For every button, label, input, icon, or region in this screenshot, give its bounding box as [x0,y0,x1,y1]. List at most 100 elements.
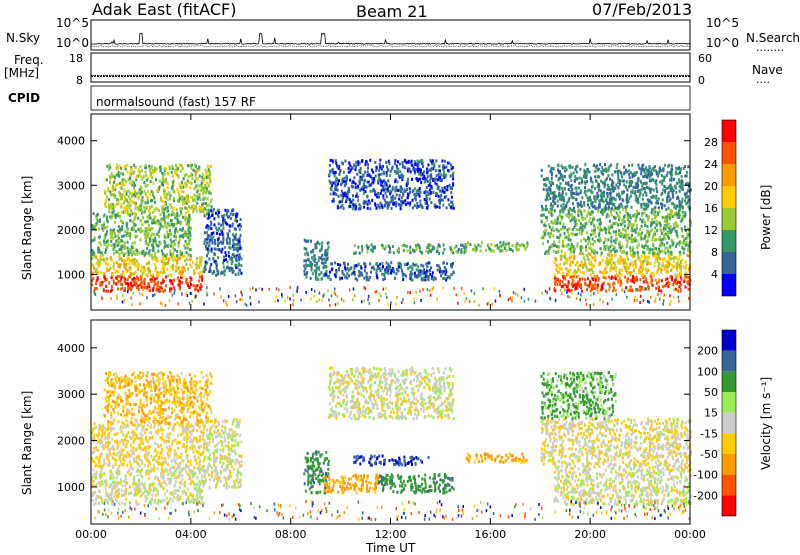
power-cell-6 [436,264,438,267]
power-cell-4 [209,216,211,219]
power-cell-12 [626,217,628,220]
power-cell-2 [160,242,162,245]
power-cell-12 [631,224,633,227]
power-cell-12 [644,221,646,224]
power-cell-12 [647,219,649,222]
power-cell-10 [578,280,580,283]
power-cell-6 [416,268,418,271]
power-cell-7 [407,180,409,183]
power-cell-2 [178,241,180,244]
power-cell-11 [625,269,627,272]
power-cell-1 [197,264,199,267]
power-cell-11 [680,261,682,264]
power-cell-1 [91,257,93,260]
power-cell-11 [619,261,621,264]
power-cell-7 [362,174,364,177]
power-cell-11 [574,270,576,273]
power-cell-11 [626,255,628,258]
power-cell-7 [392,166,394,169]
power-cell-6 [402,278,404,281]
power-cell-0 [124,287,126,290]
power-cell-2 [117,234,119,237]
power-cell-7 [407,193,409,196]
power-cell-13 [590,177,592,180]
power-cell-12 [590,222,592,225]
power-cell-10 [580,285,582,288]
power-cell-10 [662,285,664,288]
power-cell-6 [430,266,432,269]
power-cell-3 [165,196,167,199]
power-cell-2 [153,239,155,242]
power-cell-7 [383,171,385,174]
power-cell-3 [120,206,122,209]
power-cell-12 [608,226,610,229]
power-cell-11 [681,258,683,261]
power-cell-11 [664,268,666,271]
power-cell-13 [548,193,550,196]
power-cell-6 [410,265,412,268]
power-cell-12 [634,220,636,223]
power-cell-12 [544,252,546,255]
power-cell-7 [346,196,348,199]
power-cell-1 [165,262,167,265]
power-cell-7 [409,187,411,190]
power-cell-12 [651,218,653,221]
power-cell-6 [325,261,327,264]
power-cell-13 [588,189,590,192]
power-cell-1 [123,272,125,275]
power-cell-10 [658,278,660,281]
power-cell-2 [186,243,188,246]
power-cell-2 [139,238,141,241]
power-cell-3 [145,174,147,177]
power-cell-13 [612,173,614,176]
power-cell-8 [412,249,414,252]
power-cell-7 [442,168,444,171]
power-cell-3 [203,211,205,214]
power-cell-11 [679,255,681,258]
power-cell-5 [314,260,316,263]
power-cell-9 [480,249,482,252]
power-cell-11 [606,257,608,260]
power-cell-13 [611,202,613,205]
power-cell-10 [669,276,671,279]
power-cell-11 [606,271,608,274]
power-cell-1 [121,259,123,262]
power-cell-13 [626,205,628,208]
power-cell-12 [581,246,583,249]
power-cell-0 [92,277,94,280]
power-cell-12 [664,234,666,237]
power-cell-7 [355,186,357,189]
power-cell-5 [307,258,309,261]
power-cell-6 [346,272,348,275]
power-cell-7 [374,161,376,164]
power-cell-12 [564,226,566,229]
power-cell-2 [114,214,116,217]
power-cell-3 [204,175,206,178]
power-cell-12 [597,226,599,229]
power-cell-4 [210,227,212,230]
power-cell-13 [661,183,663,186]
power-cell-12 [646,225,648,228]
power-cell-13 [681,198,683,201]
power-cell-6 [347,263,349,266]
power-cell-13 [667,171,669,174]
power-cell-13 [584,181,586,184]
power-cell-11 [668,265,670,268]
power-cell-2 [97,250,99,253]
power-cell-13 [618,186,620,189]
power-cell-12 [603,247,605,250]
power-cell-7 [329,164,331,167]
power-cell-2 [148,243,150,246]
power-cell-0 [110,290,112,293]
power-cell-3 [202,192,204,195]
power-cell-7 [397,160,399,163]
power-cell-3 [178,194,180,197]
power-cell-2 [136,253,138,256]
power-cell-0 [101,283,103,286]
power-cell-7 [435,159,437,162]
power-cell-12 [682,218,684,221]
power-cell-1 [183,266,185,269]
power-cell-8 [455,250,457,253]
power-cell-2 [170,219,172,222]
power-cell-7 [390,196,392,199]
